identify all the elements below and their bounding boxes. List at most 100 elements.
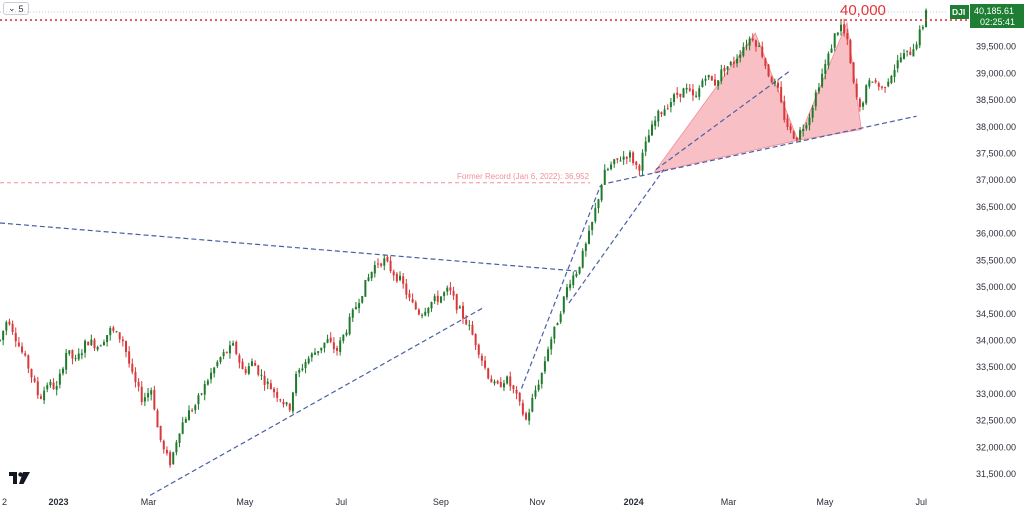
candle-body [600, 184, 603, 201]
candle-body [5, 322, 8, 331]
candle [386, 255, 389, 263]
candle-body [361, 296, 364, 303]
candle [109, 326, 112, 341]
x-tick-label: May [816, 497, 834, 507]
candle-body [751, 38, 754, 41]
candle [499, 377, 502, 388]
candle-body [313, 352, 316, 355]
candle [244, 366, 247, 375]
candle [525, 411, 528, 421]
candle [417, 308, 420, 316]
candle-body [581, 250, 584, 268]
candle-body [462, 305, 465, 319]
candle [770, 75, 773, 83]
candle [354, 302, 357, 310]
candle-body [660, 112, 663, 115]
candle [477, 343, 480, 359]
candle-body [880, 86, 883, 88]
candle [102, 339, 105, 346]
candle [266, 378, 269, 390]
candle [550, 336, 553, 355]
candle [106, 334, 109, 347]
candle-body [786, 118, 789, 127]
y-tick-label: 33,000.00 [976, 389, 1016, 399]
candle-body [821, 73, 824, 87]
candle [225, 351, 228, 354]
candle-body [250, 361, 253, 366]
candle-body [71, 350, 74, 359]
candle-body [61, 368, 64, 374]
candle [606, 167, 609, 171]
candle [496, 379, 499, 385]
candle [720, 64, 723, 85]
candle [291, 391, 294, 414]
candle [805, 122, 808, 131]
x-tick-label: 2024 [624, 497, 644, 507]
candle [0, 339, 1, 342]
candle-body [30, 368, 33, 378]
candle [884, 86, 887, 93]
candle-body [33, 378, 36, 382]
candle [745, 39, 748, 51]
candle-body [824, 64, 827, 74]
candle-body [137, 381, 140, 387]
candle-body [74, 358, 77, 360]
candle-body [326, 339, 329, 343]
candle [509, 371, 512, 391]
candle-body [704, 78, 707, 81]
candle [701, 78, 704, 88]
candle [364, 279, 367, 297]
candle-body [673, 94, 676, 103]
candle [46, 382, 49, 393]
price-tag-label: 40,185.61 [974, 6, 1014, 16]
candle [902, 49, 905, 60]
candle-body [858, 98, 861, 108]
candle-body [295, 374, 298, 394]
candle [184, 416, 187, 423]
candle [137, 378, 140, 392]
candle [336, 345, 339, 356]
candle [641, 149, 644, 177]
candle-body [575, 273, 578, 277]
candle [704, 75, 707, 86]
candle-body [282, 401, 285, 405]
y-tick-label: 36,500.00 [976, 202, 1016, 212]
candle [487, 367, 490, 380]
candle [676, 87, 679, 99]
candle [228, 340, 231, 359]
candle-body [695, 95, 698, 97]
candle [754, 39, 757, 52]
candle-body [386, 256, 389, 262]
candle [165, 446, 168, 456]
candle [739, 50, 742, 63]
candle-body [597, 199, 600, 209]
candle [254, 360, 257, 366]
tradingview-logo [9, 472, 31, 491]
candle [175, 440, 178, 456]
candle-body [232, 343, 235, 346]
candle [824, 59, 827, 80]
candle [591, 221, 594, 236]
candle [855, 78, 858, 100]
candle-body [2, 330, 5, 341]
candle-body [465, 319, 468, 325]
candle [33, 375, 36, 384]
threshold-annotation: 40,000 [840, 2, 886, 19]
candle [414, 300, 417, 311]
y-tick-label: 35,000.00 [976, 282, 1016, 292]
candle [295, 371, 298, 397]
candle-body [178, 433, 181, 443]
candle-body [124, 341, 127, 352]
candle-body [745, 45, 748, 47]
candle-body [915, 44, 918, 49]
candle [471, 320, 474, 336]
candle [588, 225, 591, 245]
candle-body [392, 271, 395, 276]
candle [836, 32, 839, 37]
candle [307, 355, 310, 365]
candle-body [307, 358, 310, 364]
candle-body [789, 126, 792, 131]
candle [714, 73, 717, 87]
candle-body [455, 294, 458, 310]
